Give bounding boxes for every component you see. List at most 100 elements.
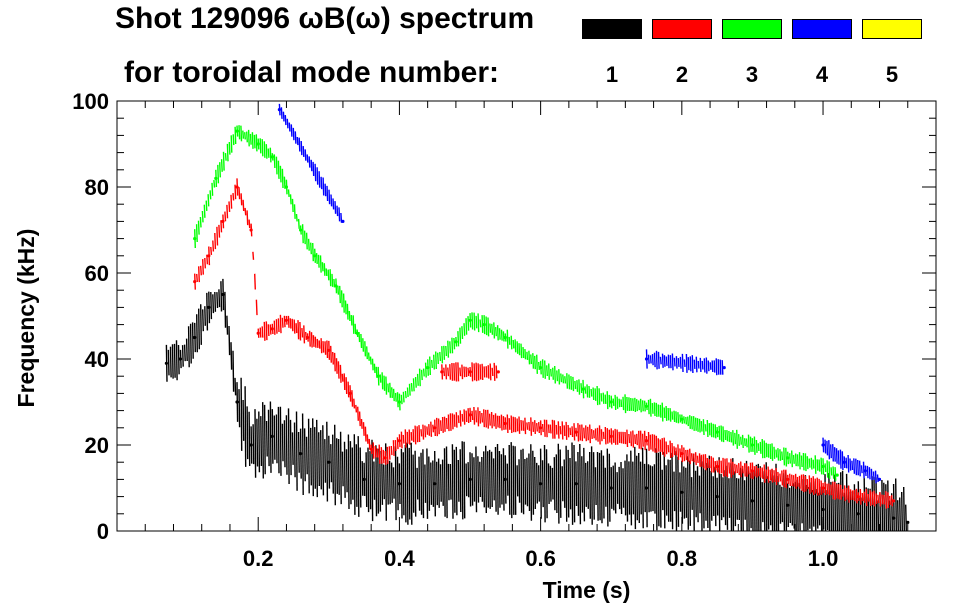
trace-streak-n=3 (381, 372, 384, 390)
trace-streak-n=4 (338, 207, 341, 222)
trace-streak-n=2 (479, 410, 482, 424)
trace-streak-n=3 (626, 396, 629, 411)
trace-streak-n=2 (463, 366, 466, 378)
trace-streak-n=1 (679, 472, 682, 512)
trace-streak-n=1 (334, 424, 336, 506)
trace-streak-n=2 (293, 319, 296, 334)
trace-streak-n=3 (628, 397, 631, 412)
trace-streak-n=2 (426, 426, 429, 435)
trace-streak-n=1 (326, 421, 329, 502)
trace-streak-n=3 (249, 133, 252, 145)
trace-streak-n=1 (828, 472, 831, 532)
trace-streak-n=2 (212, 240, 215, 252)
trace-streak-n=1 (232, 350, 235, 392)
trace-streak-n=2 (214, 232, 217, 250)
trace-streak-n=3 (265, 144, 268, 159)
trace-streak-n=2 (559, 426, 562, 435)
trace-streak-n=1 (724, 470, 727, 526)
trace-streak-n=3 (367, 352, 370, 361)
point-n=1-26 (906, 520, 910, 525)
trace-streak-n=2 (722, 457, 725, 477)
trace-streak-n=3 (491, 323, 494, 335)
trace-streak-n=4 (655, 350, 658, 370)
trace-streak-n=3 (429, 356, 431, 376)
trace-streak-n=2 (630, 431, 633, 447)
trace-streak-n=3 (738, 434, 740, 446)
trace-streak-n=2 (422, 424, 425, 440)
trace-streak-n=3 (700, 421, 703, 432)
trace-streak-n=3 (342, 293, 345, 313)
trace-streak-n=3 (508, 336, 511, 345)
trace-streak-n=1 (696, 466, 699, 523)
trace-streak-n=1 (488, 449, 491, 509)
trace-streak-n=2 (532, 421, 535, 432)
trace-streak-n=4 (336, 205, 339, 217)
trace-streak-n=3 (301, 224, 304, 244)
trace-streak-n=1 (400, 448, 403, 519)
point-n=3-4 (270, 155, 274, 159)
trace-streak-n=3 (461, 326, 464, 340)
trace-streak-n=2 (283, 315, 286, 328)
trace-streak-n=3 (337, 285, 340, 295)
trace-streak-n=1 (248, 411, 251, 467)
trace-streak-n=4 (866, 465, 869, 479)
trace-streak-n=2 (702, 454, 705, 469)
trace-streak-n=4 (330, 194, 333, 207)
trace-streak-n=3 (275, 156, 278, 175)
trace-streak-n=3 (779, 449, 782, 461)
trace-streak-n=3 (217, 164, 220, 184)
trace-streak-n=3 (441, 346, 444, 364)
trace-streak-n=3 (783, 447, 786, 466)
trace-streak-n=2 (769, 469, 772, 481)
trace-streak-n=3 (834, 467, 837, 481)
trace-streak-n=4 (288, 122, 291, 132)
trace-streak-n=3 (616, 396, 619, 409)
trace-streak-n=1 (291, 432, 294, 465)
trace-streak-n=3 (634, 397, 637, 413)
trace-streak-n=3 (653, 402, 656, 417)
trace-streak-n=2 (775, 467, 778, 486)
trace-streak-n=2 (665, 441, 668, 455)
trace-streak-n=2 (698, 453, 701, 467)
trace-streak-n=2 (380, 447, 383, 464)
trace-streak-n=3 (211, 182, 214, 196)
trace-streak-n=4 (703, 358, 706, 373)
trace-streak-n=1 (512, 445, 515, 515)
trace-streak-n=2 (740, 461, 742, 478)
trace-streak-n=3 (255, 134, 258, 152)
trace-streak-n=3 (785, 447, 788, 467)
trace-streak-n=4 (699, 357, 702, 373)
trace-streak-n=4 (663, 355, 666, 367)
trace-streak-n=1 (167, 349, 170, 376)
trace-streak-n=3 (663, 407, 666, 419)
trace-streak-n=3 (431, 359, 433, 368)
trace-streak-n=1 (861, 497, 864, 532)
trace-streak-n=1 (899, 497, 901, 532)
trace-streak-n=2 (734, 463, 737, 474)
trace-streak-n=3 (323, 263, 326, 276)
trace-streak-n=1 (708, 455, 711, 532)
trace-streak-n=3 (279, 165, 282, 183)
trace-streak-n=4 (298, 137, 301, 152)
trace-streak-n=4 (294, 131, 297, 144)
trace-streak-n=2 (777, 471, 780, 483)
trace-streak-n=2 (457, 362, 460, 382)
trace-streak-n=2 (830, 484, 833, 496)
trace-streak-n=3 (757, 443, 760, 452)
trace-streak-n=3 (267, 148, 270, 158)
trace-streak-n=4 (647, 354, 650, 364)
trace-streak-n=2 (388, 446, 391, 460)
trace-streak-n=2 (834, 481, 837, 500)
trace-streak-n=3 (622, 396, 625, 411)
trace-streak-n=3 (385, 376, 388, 395)
trace-streak-n=2 (216, 226, 219, 246)
trace-streak-n=3 (496, 325, 499, 341)
trace-streak-n=1 (373, 461, 376, 500)
trace-streak-n=4 (324, 183, 327, 197)
trace-streak-n=3 (576, 380, 579, 392)
trace-streak-n=2 (410, 432, 413, 441)
trace-streak-n=2 (538, 422, 540, 434)
trace-streak-n=4 (711, 360, 714, 373)
trace-streak-n=3 (392, 388, 395, 402)
trace-streak-n=2 (467, 408, 470, 424)
